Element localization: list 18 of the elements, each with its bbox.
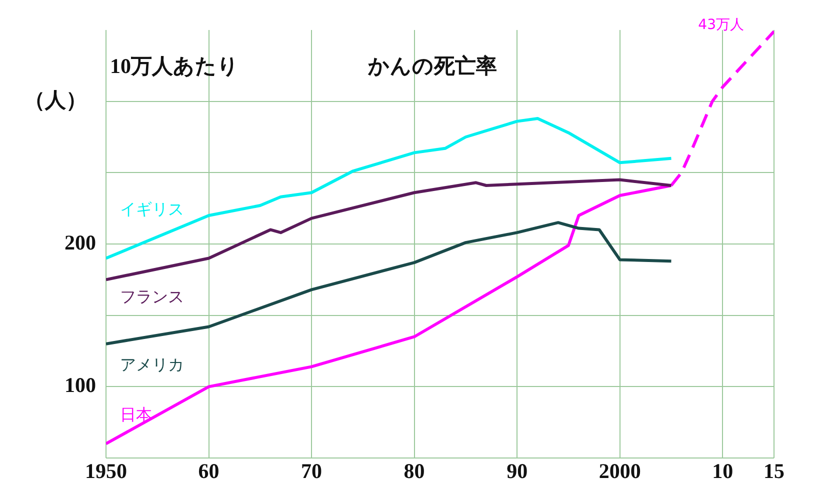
- x-tick-label: 60: [198, 459, 220, 484]
- series-label: イギリス: [120, 199, 184, 218]
- x-tick-label: 1950: [85, 459, 127, 484]
- text: 10万人あたり: [110, 53, 239, 80]
- x-tick-label: 90: [506, 459, 528, 484]
- x-tick-label: 10: [712, 459, 734, 484]
- y-tick-label: 100: [64, 373, 96, 398]
- x-tick-label: 70: [301, 459, 322, 484]
- x-tick-label: 80: [404, 459, 425, 484]
- y-tick-label: 200: [64, 230, 96, 254]
- annotation: 43万人: [698, 17, 744, 34]
- x-tick-label: 2000: [598, 459, 641, 484]
- series-label: アメリカ: [120, 355, 184, 374]
- text: かんの死亡率: [368, 53, 497, 80]
- series-label: 日本: [120, 404, 152, 424]
- x-tick-label: 15: [764, 459, 784, 484]
- series-label: フランス: [120, 286, 184, 306]
- y-axis-title: （人）: [24, 87, 87, 114]
